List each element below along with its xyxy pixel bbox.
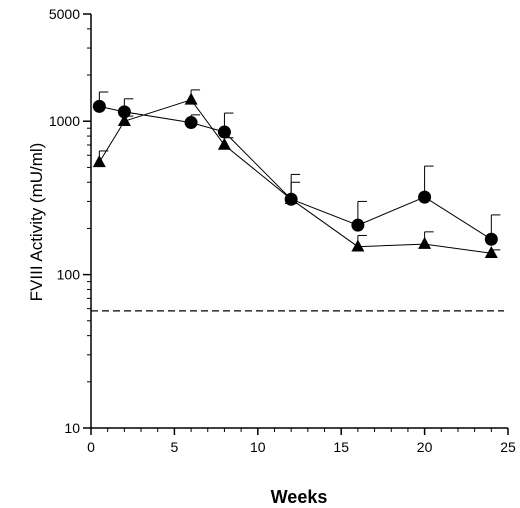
series-layer xyxy=(92,89,501,258)
x-tick-label: 10 xyxy=(250,439,266,455)
data-point-circle xyxy=(484,232,498,246)
series-line xyxy=(99,105,492,240)
x-tick-label: 15 xyxy=(333,439,349,455)
data-point-circle xyxy=(217,125,231,139)
x-tick-label: 0 xyxy=(87,439,95,455)
data-point-triangle xyxy=(418,236,432,249)
data-point-triangle xyxy=(184,92,198,105)
data-point-triangle xyxy=(351,239,365,252)
data-point-circle xyxy=(117,105,131,119)
series-triangle xyxy=(92,89,501,258)
y-axis-title: FVIII Activity (mU/ml) xyxy=(27,143,46,302)
y-tick-label: 1000 xyxy=(49,113,80,129)
y-tick-label: 100 xyxy=(57,267,81,283)
data-point-triangle xyxy=(92,155,106,168)
data-point-circle xyxy=(184,116,198,130)
y-tick-label: 5000 xyxy=(49,6,80,22)
axes: 10 100 1000 5000 0 5 10 15 20 25 xyxy=(49,6,516,455)
data-point-circle xyxy=(92,99,106,113)
x-tick-label: 20 xyxy=(417,439,433,455)
data-point-circle xyxy=(351,218,365,232)
data-point-triangle xyxy=(284,192,298,204)
series-circle xyxy=(92,91,501,246)
x-tick-label: 25 xyxy=(500,439,516,455)
data-point-triangle xyxy=(217,137,231,150)
series-line xyxy=(98,99,492,254)
y-tick-label: 10 xyxy=(64,420,80,436)
x-axis-title: Weeks xyxy=(271,487,328,507)
data-point-circle xyxy=(418,190,432,204)
data-point-triangle xyxy=(117,114,131,126)
data-point-triangle xyxy=(484,246,498,258)
x-tick-label: 5 xyxy=(171,439,179,455)
